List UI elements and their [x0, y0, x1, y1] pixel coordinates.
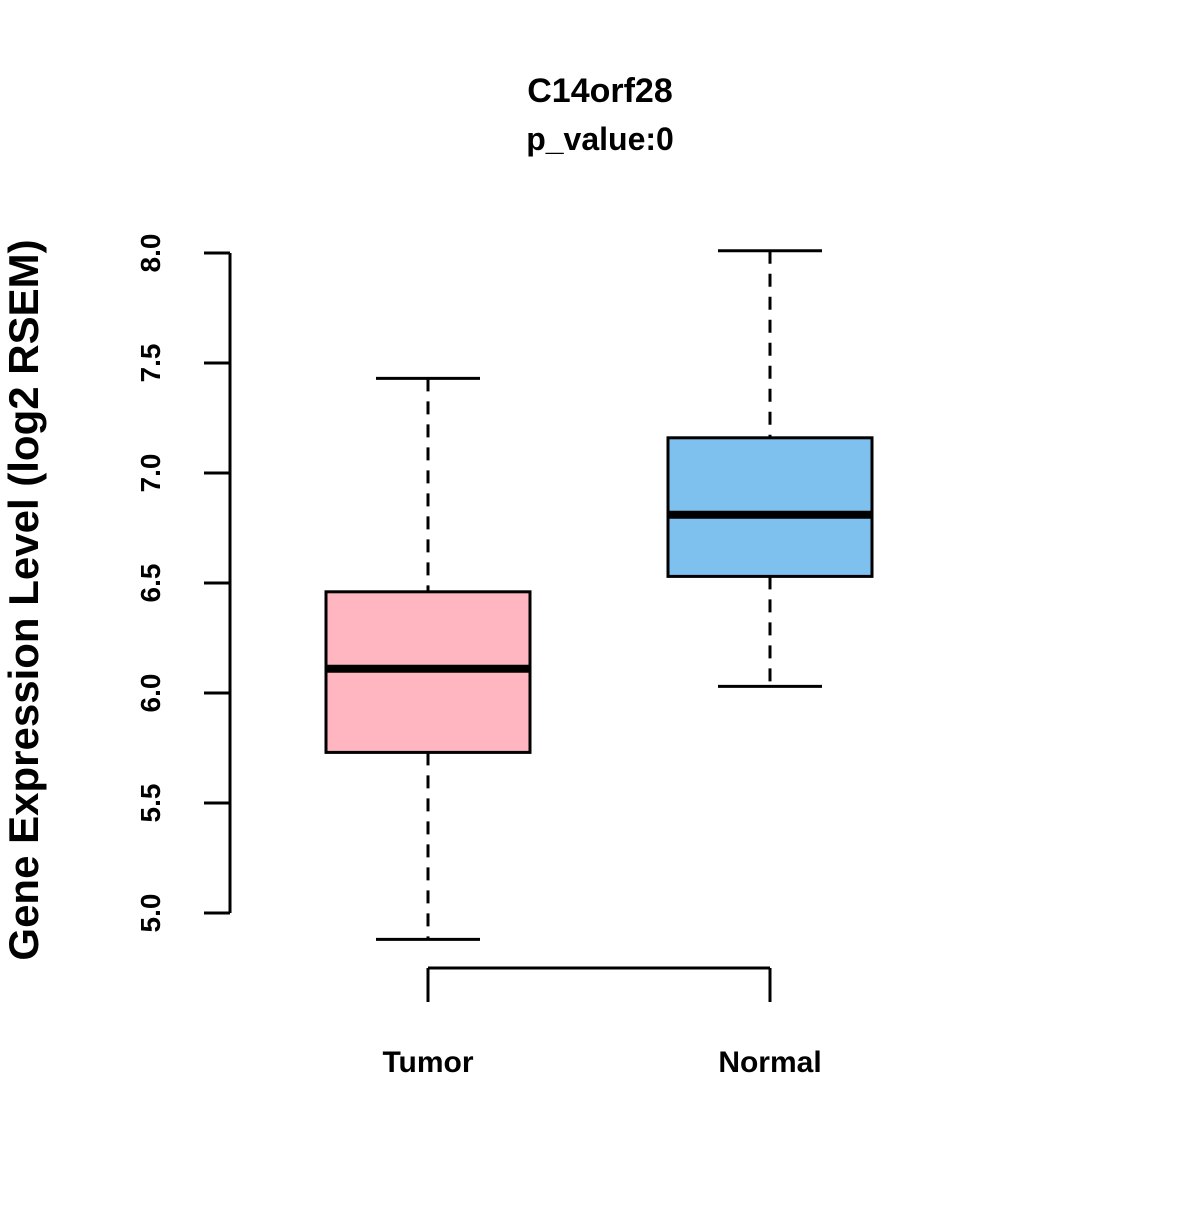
y-tick-label: 6.5 — [135, 564, 166, 603]
chart-title: C14orf28 — [527, 72, 673, 110]
y-tick-label: 7.0 — [135, 454, 166, 493]
x-label-normal: Normal — [718, 1046, 821, 1079]
box-groups — [324, 249, 874, 941]
comparison-bracket — [426, 966, 772, 1002]
y-axis: 5.0 5.5 6.0 6.5 7.0 7.5 8.0 — [135, 234, 232, 933]
iqr-box — [666, 436, 874, 578]
box-normal — [666, 249, 874, 688]
y-tick-label: 8.0 — [135, 234, 166, 273]
x-label-tumor: Tumor — [382, 1046, 473, 1079]
y-tick-label: 7.5 — [135, 344, 166, 383]
x-axis-labels: Tumor Normal — [382, 1046, 821, 1079]
y-tick-label: 5.0 — [135, 894, 166, 933]
y-axis-title: Gene Expression Level (log2 RSEM) — [0, 239, 47, 960]
y-tick-label: 5.5 — [135, 784, 166, 823]
chart-subtitle: p_value:0 — [526, 121, 674, 157]
box-tumor — [324, 376, 532, 941]
y-tick-label: 6.0 — [135, 674, 166, 713]
